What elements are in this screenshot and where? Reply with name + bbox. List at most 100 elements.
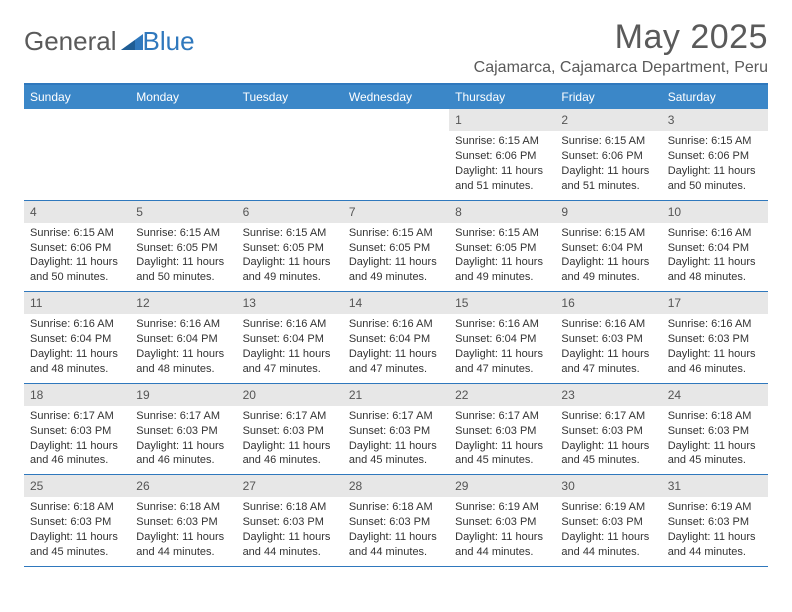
sunset-text: Sunset: 6:03 PM — [668, 515, 762, 530]
day-cell: 8Sunrise: 6:15 AMSunset: 6:05 PMDaylight… — [449, 201, 555, 292]
week-row: 11Sunrise: 6:16 AMSunset: 6:04 PMDayligh… — [24, 292, 768, 384]
day-cell: 3Sunrise: 6:15 AMSunset: 6:06 PMDaylight… — [662, 109, 768, 200]
sunrise-text: Sunrise: 6:16 AM — [243, 317, 337, 332]
day-cell: 24 Sunrise: 6:18 AMSunset: 6:03 PMDayligh… — [662, 384, 768, 475]
sunset-text: Sunset: 6:04 PM — [668, 241, 762, 256]
daylight-text: Daylight: 11 hours and 47 minutes. — [243, 347, 337, 377]
sunrise-text: Sunrise: 6:17 AM — [136, 409, 230, 424]
daylight-text: Daylight: 11 hours and 44 minutes. — [668, 530, 762, 560]
day-number: 18 — [24, 384, 130, 406]
daylight-text: Daylight: 11 hours and 49 minutes. — [455, 255, 549, 285]
sunset-text: Sunset: 6:04 PM — [561, 241, 655, 256]
day-info: Sunrise: 6:15 AMSunset: 6:06 PMDaylight:… — [555, 134, 661, 199]
day-info: Sunrise: 6:16 AMSunset: 6:04 PMDaylight:… — [130, 317, 236, 382]
day-info: Sunrise: 6:16 AMSunset: 6:03 PMDaylight:… — [555, 317, 661, 382]
sunset-text: Sunset: 6:03 PM — [668, 424, 762, 439]
sunrise-text: Sunrise: 6:15 AM — [668, 134, 762, 149]
day-number: 6 — [237, 201, 343, 223]
sunset-text: Sunset: 6:04 PM — [455, 332, 549, 347]
day-number: 1 — [449, 109, 555, 131]
day-cell: 31 Sunrise: 6:19 AMSunset: 6:03 PMDayligh… — [662, 475, 768, 566]
day-number: 21 — [343, 384, 449, 406]
day-cell: 18Sunrise: 6:17 AMSunset: 6:03 PMDayligh… — [24, 384, 130, 475]
day-number: 30 — [555, 475, 661, 497]
day-number: 14 — [343, 292, 449, 314]
sunrise-text: Sunrise: 6:17 AM — [243, 409, 337, 424]
daylight-text: Daylight: 11 hours and 45 minutes. — [455, 439, 549, 469]
sunset-text: Sunset: 6:03 PM — [136, 515, 230, 530]
sunset-text: Sunset: 6:03 PM — [349, 424, 443, 439]
calendar-page: General Blue May 2025 Cajamarca, Cajamar… — [0, 0, 792, 583]
sunset-text: Sunset: 6:03 PM — [30, 424, 124, 439]
sunset-text: Sunset: 6:03 PM — [561, 332, 655, 347]
sunset-text: Sunset: 6:05 PM — [136, 241, 230, 256]
sunrise-text: Sunrise: 6:16 AM — [349, 317, 443, 332]
sunrise-text: Sunrise: 6:16 AM — [455, 317, 549, 332]
daylight-text: Daylight: 11 hours and 47 minutes. — [561, 347, 655, 377]
dayhead-friday: Friday — [555, 85, 661, 109]
day-info: Sunrise: 6:15 AMSunset: 6:06 PMDaylight:… — [449, 134, 555, 199]
day-cell: 27Sunrise: 6:18 AMSunset: 6:03 PMDayligh… — [237, 475, 343, 566]
dayhead-tuesday: Tuesday — [237, 85, 343, 109]
day-info: Sunrise: 6:15 AMSunset: 6:05 PMDaylight:… — [343, 226, 449, 291]
day-cell — [130, 109, 236, 200]
daylight-text: Daylight: 11 hours and 44 minutes. — [455, 530, 549, 560]
sunrise-text: Sunrise: 6:15 AM — [30, 226, 124, 241]
day-number: 17 — [662, 292, 768, 314]
sunrise-text: Sunrise: 6:16 AM — [668, 226, 762, 241]
daylight-text: Daylight: 11 hours and 44 minutes. — [243, 530, 337, 560]
day-info: Sunrise: 6:18 AMSunset: 6:03 PMDaylight:… — [662, 409, 768, 474]
sunset-text: Sunset: 6:06 PM — [561, 149, 655, 164]
sunset-text: Sunset: 6:03 PM — [30, 515, 124, 530]
calendar-grid: Sunday Monday Tuesday Wednesday Thursday… — [24, 83, 768, 567]
day-number: 7 — [343, 201, 449, 223]
daylight-text: Daylight: 11 hours and 51 minutes. — [455, 164, 549, 194]
sunrise-text: Sunrise: 6:17 AM — [455, 409, 549, 424]
dayhead-monday: Monday — [130, 85, 236, 109]
day-cell: 2Sunrise: 6:15 AMSunset: 6:06 PMDaylight… — [555, 109, 661, 200]
week-row: 4Sunrise: 6:15 AMSunset: 6:06 PMDaylight… — [24, 201, 768, 293]
sunrise-text: Sunrise: 6:18 AM — [668, 409, 762, 424]
day-number: 20 — [237, 384, 343, 406]
sunset-text: Sunset: 6:05 PM — [349, 241, 443, 256]
sunset-text: Sunset: 6:05 PM — [455, 241, 549, 256]
sunrise-text: Sunrise: 6:15 AM — [349, 226, 443, 241]
day-cell: 13Sunrise: 6:16 AMSunset: 6:04 PMDayligh… — [237, 292, 343, 383]
weeks-container: 1Sunrise: 6:15 AMSunset: 6:06 PMDaylight… — [24, 109, 768, 567]
day-cell: 14Sunrise: 6:16 AMSunset: 6:04 PMDayligh… — [343, 292, 449, 383]
day-number: 24 — [662, 384, 768, 406]
daylight-text: Daylight: 11 hours and 46 minutes. — [668, 347, 762, 377]
day-number: 22 — [449, 384, 555, 406]
day-info: Sunrise: 6:15 AMSunset: 6:05 PMDaylight:… — [130, 226, 236, 291]
daylight-text: Daylight: 11 hours and 44 minutes. — [136, 530, 230, 560]
day-cell: 12 Sunrise: 6:16 AMSunset: 6:04 PMDayligh… — [130, 292, 236, 383]
day-number: 25 — [24, 475, 130, 497]
day-cell: 30 Sunrise: 6:19 AMSunset: 6:03 PMDayligh… — [555, 475, 661, 566]
sunrise-text: Sunrise: 6:19 AM — [455, 500, 549, 515]
daylight-text: Daylight: 11 hours and 46 minutes. — [136, 439, 230, 469]
day-number: 4 — [24, 201, 130, 223]
day-number: 12 — [130, 292, 236, 314]
sunset-text: Sunset: 6:03 PM — [243, 424, 337, 439]
day-number: 19 — [130, 384, 236, 406]
week-row: 1Sunrise: 6:15 AMSunset: 6:06 PMDaylight… — [24, 109, 768, 201]
day-cell — [343, 109, 449, 200]
sunset-text: Sunset: 6:06 PM — [455, 149, 549, 164]
daylight-text: Daylight: 11 hours and 50 minutes. — [136, 255, 230, 285]
day-number: 16 — [555, 292, 661, 314]
sunrise-text: Sunrise: 6:19 AM — [668, 500, 762, 515]
day-info: Sunrise: 6:19 AMSunset: 6:03 PMDaylight:… — [555, 500, 661, 565]
day-number: 11 — [24, 292, 130, 314]
day-cell: 10Sunrise: 6:16 AMSunset: 6:04 PMDayligh… — [662, 201, 768, 292]
day-cell: 6Sunrise: 6:15 AMSunset: 6:05 PMDaylight… — [237, 201, 343, 292]
sunrise-text: Sunrise: 6:18 AM — [136, 500, 230, 515]
day-cell: 22 Sunrise: 6:17 AMSunset: 6:03 PMDayligh… — [449, 384, 555, 475]
day-cell: 9Sunrise: 6:15 AMSunset: 6:04 PMDaylight… — [555, 201, 661, 292]
day-info: Sunrise: 6:17 AMSunset: 6:03 PMDaylight:… — [449, 409, 555, 474]
daylight-text: Daylight: 11 hours and 45 minutes. — [349, 439, 443, 469]
day-number: 23 — [555, 384, 661, 406]
day-number: 31 — [662, 475, 768, 497]
daylight-text: Daylight: 11 hours and 51 minutes. — [561, 164, 655, 194]
daylight-text: Daylight: 11 hours and 49 minutes. — [561, 255, 655, 285]
day-cell: 23Sunrise: 6:17 AMSunset: 6:03 PMDayligh… — [555, 384, 661, 475]
